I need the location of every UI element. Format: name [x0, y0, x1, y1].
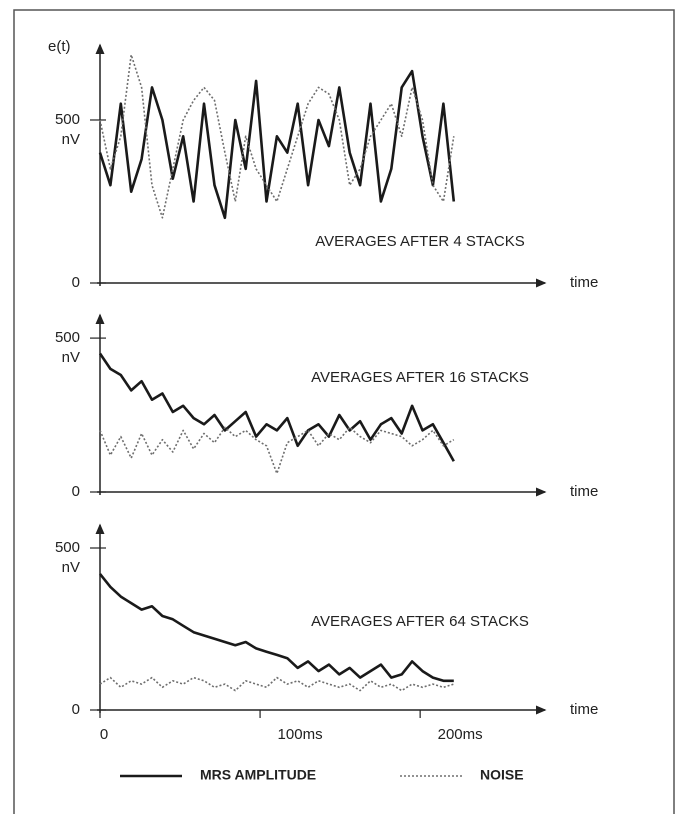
- y-tick-label: 0: [72, 483, 80, 500]
- y-tick-label: 0: [72, 274, 80, 291]
- y-tick-label: 500: [55, 329, 80, 346]
- data-line: [98, 352, 455, 462]
- y-tick-label: 0: [72, 701, 80, 718]
- legend-label: NOISE: [480, 767, 524, 783]
- x-tick-label: 200ms: [438, 726, 483, 743]
- title: AVERAGES AFTER 64 STACKS: [311, 613, 529, 630]
- data-line: [99, 676, 455, 692]
- x-axis-label: time: [570, 701, 598, 718]
- legend-label: MRS AMPLITUDE: [200, 767, 316, 783]
- y-tick-label: 500: [55, 539, 80, 556]
- data-line: [98, 573, 454, 683]
- frame: [13, 9, 675, 814]
- data-line: [98, 69, 456, 220]
- title: AVERAGES AFTER 4 STACKS: [315, 233, 525, 250]
- y-unit: nV: [62, 349, 80, 366]
- x-axis-label: time: [570, 483, 598, 500]
- data-line: [99, 54, 455, 219]
- y-tick-label: 500: [55, 111, 80, 128]
- y-unit: nV: [62, 131, 80, 148]
- x-tick-label: 0: [100, 726, 108, 743]
- title: AVERAGES AFTER 16 STACKS: [311, 369, 529, 386]
- y-unit: nV: [62, 559, 80, 576]
- x-tick-label: 100ms: [278, 726, 323, 743]
- y-axis-title: e(t): [48, 38, 71, 55]
- x-axis-label: time: [570, 274, 598, 291]
